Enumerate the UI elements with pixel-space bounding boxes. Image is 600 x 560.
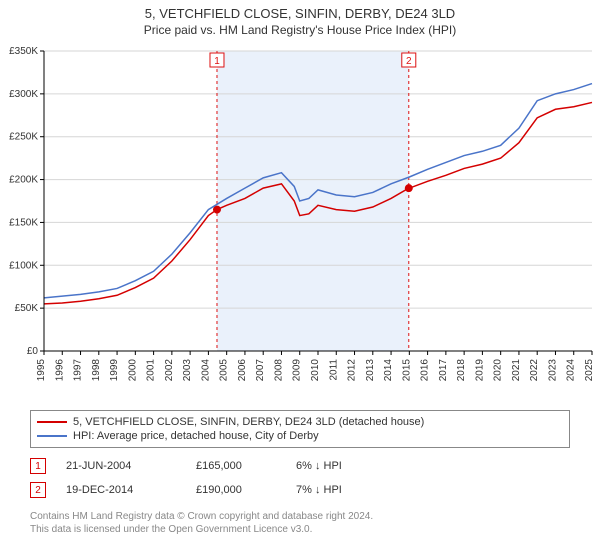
svg-text:1996: 1996 [54, 359, 65, 382]
svg-text:£150K: £150K [9, 217, 38, 228]
footer-line: This data is licensed under the Open Gov… [30, 523, 570, 536]
svg-text:£250K: £250K [9, 132, 38, 143]
svg-text:2: 2 [406, 56, 412, 67]
event-row: 1 21-JUN-2004 £165,000 6% ↓ HPI [30, 454, 570, 478]
svg-text:2021: 2021 [511, 359, 522, 382]
footer: Contains HM Land Registry data © Crown c… [30, 510, 570, 536]
event-marker: 2 [30, 482, 46, 498]
svg-text:1995: 1995 [36, 359, 47, 382]
svg-text:1: 1 [214, 56, 220, 67]
chart-svg: £0 £50K £100K £150K £200K £250K £300K £350K 1995… [0, 39, 600, 399]
svg-text:2004: 2004 [200, 359, 211, 382]
svg-text:2010: 2010 [310, 359, 321, 382]
svg-text:2009: 2009 [292, 359, 303, 382]
svg-text:£350K: £350K [9, 46, 38, 57]
svg-text:2016: 2016 [420, 359, 431, 382]
chart: £0 £50K £100K £150K £200K £250K £300K £350K 1995… [0, 39, 600, 402]
title-sub: Price paid vs. HM Land Registry's House … [0, 23, 600, 37]
title-main: 5, VETCHFIELD CLOSE, SINFIN, DERBY, DE24… [0, 6, 600, 21]
svg-text:2000: 2000 [127, 359, 138, 382]
svg-text:2025: 2025 [584, 359, 595, 382]
legend: 5, VETCHFIELD CLOSE, SINFIN, DERBY, DE24… [30, 410, 570, 448]
svg-text:1999: 1999 [109, 359, 120, 382]
event-table: 1 21-JUN-2004 £165,000 6% ↓ HPI 2 19-DEC-2014… [30, 454, 570, 502]
svg-text:1998: 1998 [91, 359, 102, 382]
svg-text:2023: 2023 [547, 359, 558, 382]
svg-text:2022: 2022 [529, 359, 540, 382]
event-diff: 6% ↓ HPI [296, 460, 386, 472]
event-row: 2 19-DEC-2014 £190,000 7% ↓ HPI [30, 478, 570, 502]
legend-item: 5, VETCHFIELD CLOSE, SINFIN, DERBY, DE24… [37, 415, 563, 429]
svg-text:£100K: £100K [9, 260, 38, 271]
page: 5, VETCHFIELD CLOSE, SINFIN, DERBY, DE24… [0, 0, 600, 536]
svg-text:2018: 2018 [456, 359, 467, 382]
svg-text:2002: 2002 [164, 359, 175, 382]
svg-text:2001: 2001 [146, 359, 157, 382]
svg-text:2015: 2015 [401, 359, 412, 382]
svg-text:2020: 2020 [493, 359, 504, 382]
svg-text:2019: 2019 [474, 359, 485, 382]
svg-text:2013: 2013 [365, 359, 376, 382]
svg-text:2014: 2014 [383, 359, 394, 382]
svg-text:£0: £0 [27, 346, 39, 357]
event-price: £190,000 [196, 484, 276, 496]
svg-text:2006: 2006 [237, 359, 248, 382]
event-marker: 1 [30, 458, 46, 474]
svg-text:£300K: £300K [9, 89, 38, 100]
svg-text:2008: 2008 [273, 359, 284, 382]
event-date: 19-DEC-2014 [66, 484, 176, 496]
legend-label: HPI: Average price, detached house, City… [73, 430, 319, 442]
event-date: 21-JUN-2004 [66, 460, 176, 472]
svg-text:2011: 2011 [328, 359, 339, 381]
legend-label: 5, VETCHFIELD CLOSE, SINFIN, DERBY, DE24… [73, 416, 424, 428]
titles: 5, VETCHFIELD CLOSE, SINFIN, DERBY, DE24… [0, 0, 600, 39]
legend-item: HPI: Average price, detached house, City… [37, 429, 563, 443]
svg-text:2017: 2017 [438, 359, 449, 382]
footer-line: Contains HM Land Registry data © Crown c… [30, 510, 570, 523]
svg-text:£200K: £200K [9, 175, 38, 186]
svg-text:2005: 2005 [219, 359, 230, 382]
svg-text:2024: 2024 [566, 359, 577, 382]
event-diff: 7% ↓ HPI [296, 484, 386, 496]
legend-swatch [37, 435, 67, 437]
svg-text:2003: 2003 [182, 359, 193, 382]
legend-swatch [37, 421, 67, 423]
svg-text:1997: 1997 [73, 359, 84, 382]
svg-text:2007: 2007 [255, 359, 266, 382]
svg-text:£50K: £50K [15, 303, 39, 314]
event-price: £165,000 [196, 460, 276, 472]
svg-text:2012: 2012 [347, 359, 358, 382]
